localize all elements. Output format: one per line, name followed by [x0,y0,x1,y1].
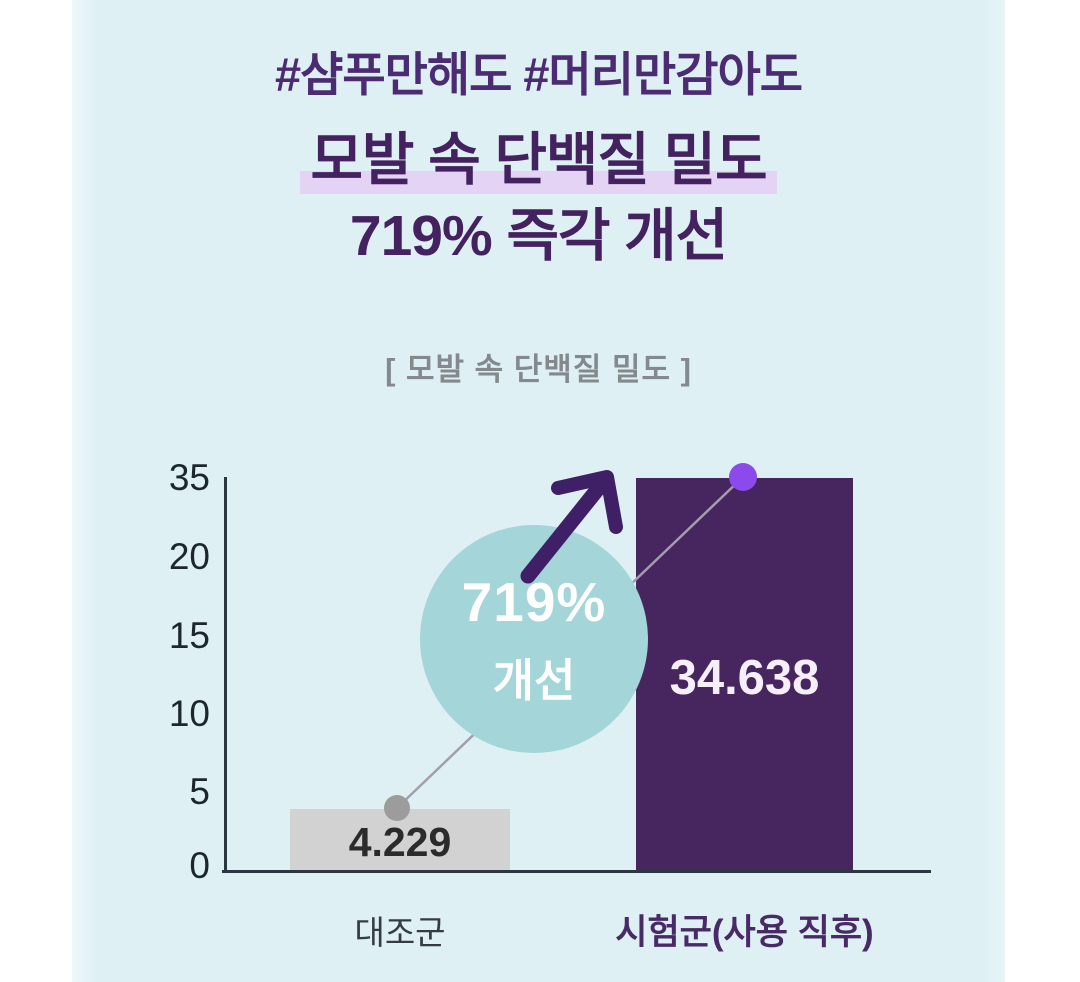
x-axis-baseline [222,870,931,873]
main-title-line2: 719% 즉각 개선 [349,204,728,268]
bar-control-value: 4.229 [348,819,452,865]
ytick-20: 20 [168,536,210,577]
improvement-percent: 719% [461,570,607,633]
ytick-10: 10 [168,693,210,734]
xlabel-control-group: 대조군 [354,914,446,951]
ytick-15: 15 [168,615,210,656]
y-axis-line [224,477,227,872]
highlighted-title-text: 모발 속 단백질 밀도 [300,114,777,196]
chart-caption: [ 모발 속 단백질 밀도 ] [385,352,692,387]
ytick-35: 35 [168,457,210,498]
improvement-label: 개선 [492,654,576,706]
bar-control-group: 4.229 [290,809,510,870]
ytick-5: 5 [189,771,210,812]
xlabel-test-group: 시험군(사용 직후) [615,913,874,952]
improvement-badge: 719% 개선 [420,525,648,753]
bar-test-group: 34.638 [636,478,853,870]
main-title-line1-text: 모발 속 단백질 밀도 [310,128,767,192]
main-title-line1: 모발 속 단백질 밀도 [72,114,1005,196]
ytick-0: 0 [189,845,210,886]
bar-test-value: 34.638 [669,651,820,705]
hashtag-line: #샴푸만해도 #머리만감아도 [275,48,803,101]
